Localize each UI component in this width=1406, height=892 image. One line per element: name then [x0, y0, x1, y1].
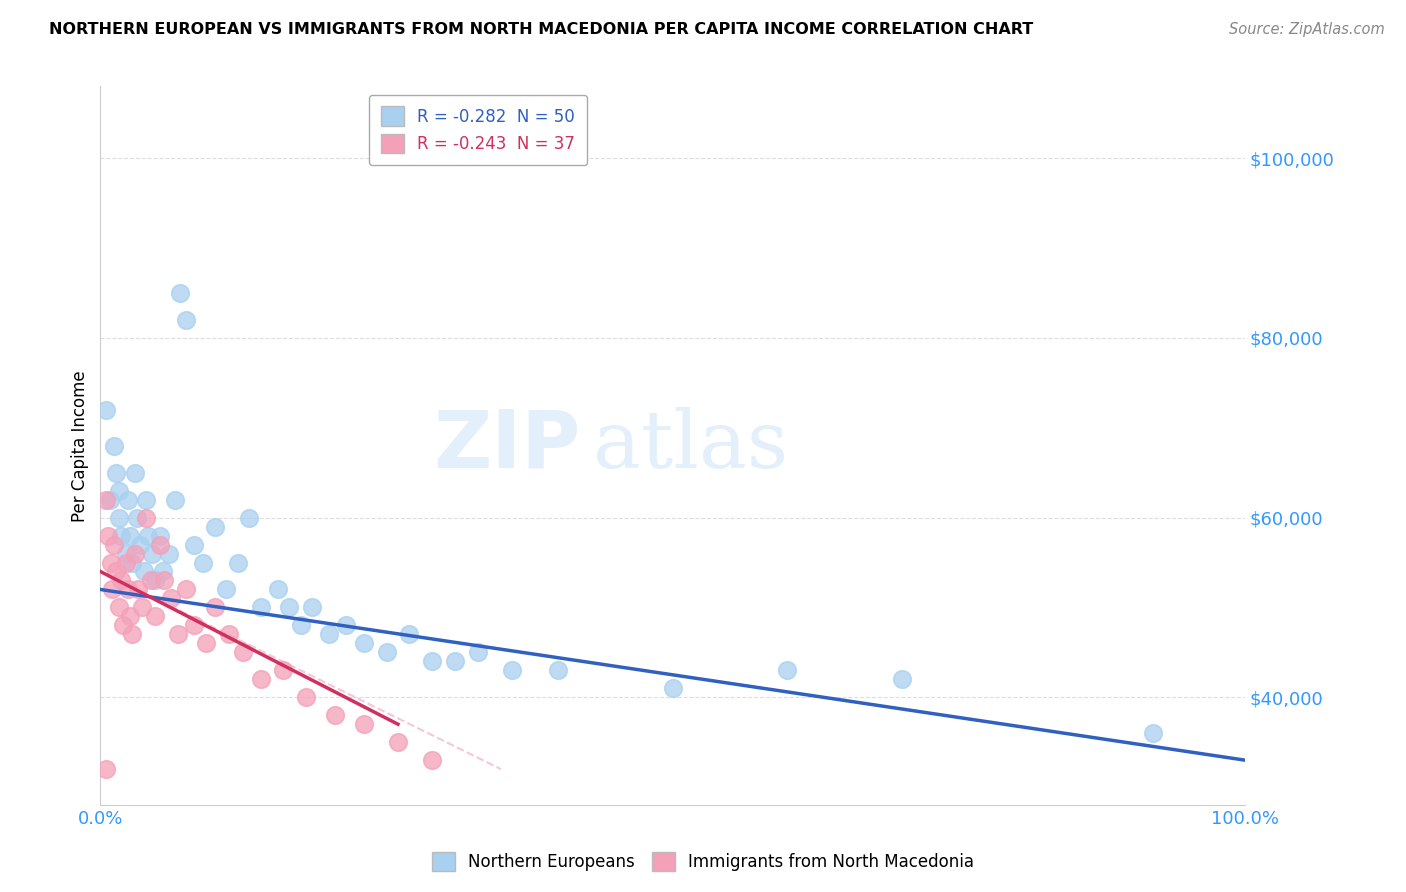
Point: [323, 708, 346, 723]
Point: [149, 528, 172, 542]
Point: [169, 285, 191, 300]
Point: [278, 600, 301, 615]
Point: [238, 510, 260, 524]
Text: ZIP: ZIP: [434, 407, 581, 484]
Point: [183, 537, 205, 551]
Point: [112, 618, 135, 632]
Point: [501, 663, 523, 677]
Point: [101, 582, 124, 597]
Point: [249, 673, 271, 687]
Point: [143, 574, 166, 588]
Point: [335, 618, 357, 632]
Point: [226, 556, 249, 570]
Point: [183, 618, 205, 632]
Point: [444, 654, 467, 668]
Point: [398, 627, 420, 641]
Legend: R = -0.282  N = 50, R = -0.243  N = 37: R = -0.282 N = 50, R = -0.243 N = 37: [370, 95, 588, 165]
Text: atlas: atlas: [592, 407, 787, 484]
Point: [153, 574, 176, 588]
Point: [103, 439, 125, 453]
Point: [152, 565, 174, 579]
Point: [160, 591, 183, 606]
Point: [107, 510, 129, 524]
Point: [114, 556, 136, 570]
Point: [124, 547, 146, 561]
Point: [290, 618, 312, 632]
Point: [105, 565, 128, 579]
Point: [114, 547, 136, 561]
Point: [131, 600, 153, 615]
Point: [215, 582, 238, 597]
Point: [117, 582, 139, 597]
Point: [547, 663, 569, 677]
Point: [127, 582, 149, 597]
Point: [163, 492, 186, 507]
Point: [890, 673, 912, 687]
Point: [98, 492, 121, 507]
Point: [110, 574, 132, 588]
Point: [174, 582, 197, 597]
Y-axis label: Per Capita Income: Per Capita Income: [72, 370, 89, 522]
Point: [420, 654, 443, 668]
Point: [120, 528, 142, 542]
Point: [353, 636, 375, 650]
Point: [1142, 726, 1164, 740]
Point: [129, 537, 152, 551]
Point: [420, 753, 443, 767]
Point: [97, 528, 120, 542]
Point: [167, 627, 190, 641]
Point: [249, 600, 271, 615]
Point: [94, 402, 117, 417]
Point: [110, 528, 132, 542]
Point: [267, 582, 290, 597]
Point: [121, 556, 143, 570]
Point: [107, 600, 129, 615]
Point: [121, 627, 143, 641]
Point: [295, 690, 318, 705]
Point: [139, 574, 162, 588]
Point: [194, 636, 217, 650]
Point: [149, 537, 172, 551]
Point: [125, 510, 148, 524]
Point: [143, 609, 166, 624]
Point: [301, 600, 323, 615]
Point: [353, 717, 375, 731]
Point: [103, 537, 125, 551]
Point: [318, 627, 340, 641]
Point: [204, 519, 226, 533]
Point: [218, 627, 240, 641]
Point: [100, 556, 122, 570]
Legend: Northern Europeans, Immigrants from North Macedonia: Northern Europeans, Immigrants from Nort…: [423, 843, 983, 880]
Point: [117, 492, 139, 507]
Point: [124, 466, 146, 480]
Point: [204, 600, 226, 615]
Point: [135, 492, 157, 507]
Point: [107, 483, 129, 498]
Point: [138, 528, 160, 542]
Point: [661, 681, 683, 696]
Point: [387, 735, 409, 749]
Point: [375, 645, 398, 659]
Point: [157, 547, 180, 561]
Text: NORTHERN EUROPEAN VS IMMIGRANTS FROM NORTH MACEDONIA PER CAPITA INCOME CORRELATI: NORTHERN EUROPEAN VS IMMIGRANTS FROM NOR…: [49, 22, 1033, 37]
Point: [141, 547, 163, 561]
Point: [120, 609, 142, 624]
Point: [273, 663, 295, 677]
Point: [132, 565, 155, 579]
Point: [776, 663, 799, 677]
Text: Source: ZipAtlas.com: Source: ZipAtlas.com: [1229, 22, 1385, 37]
Point: [193, 556, 215, 570]
Point: [135, 510, 157, 524]
Point: [105, 466, 128, 480]
Point: [232, 645, 254, 659]
Point: [94, 492, 117, 507]
Point: [94, 762, 117, 776]
Point: [467, 645, 489, 659]
Point: [174, 313, 197, 327]
